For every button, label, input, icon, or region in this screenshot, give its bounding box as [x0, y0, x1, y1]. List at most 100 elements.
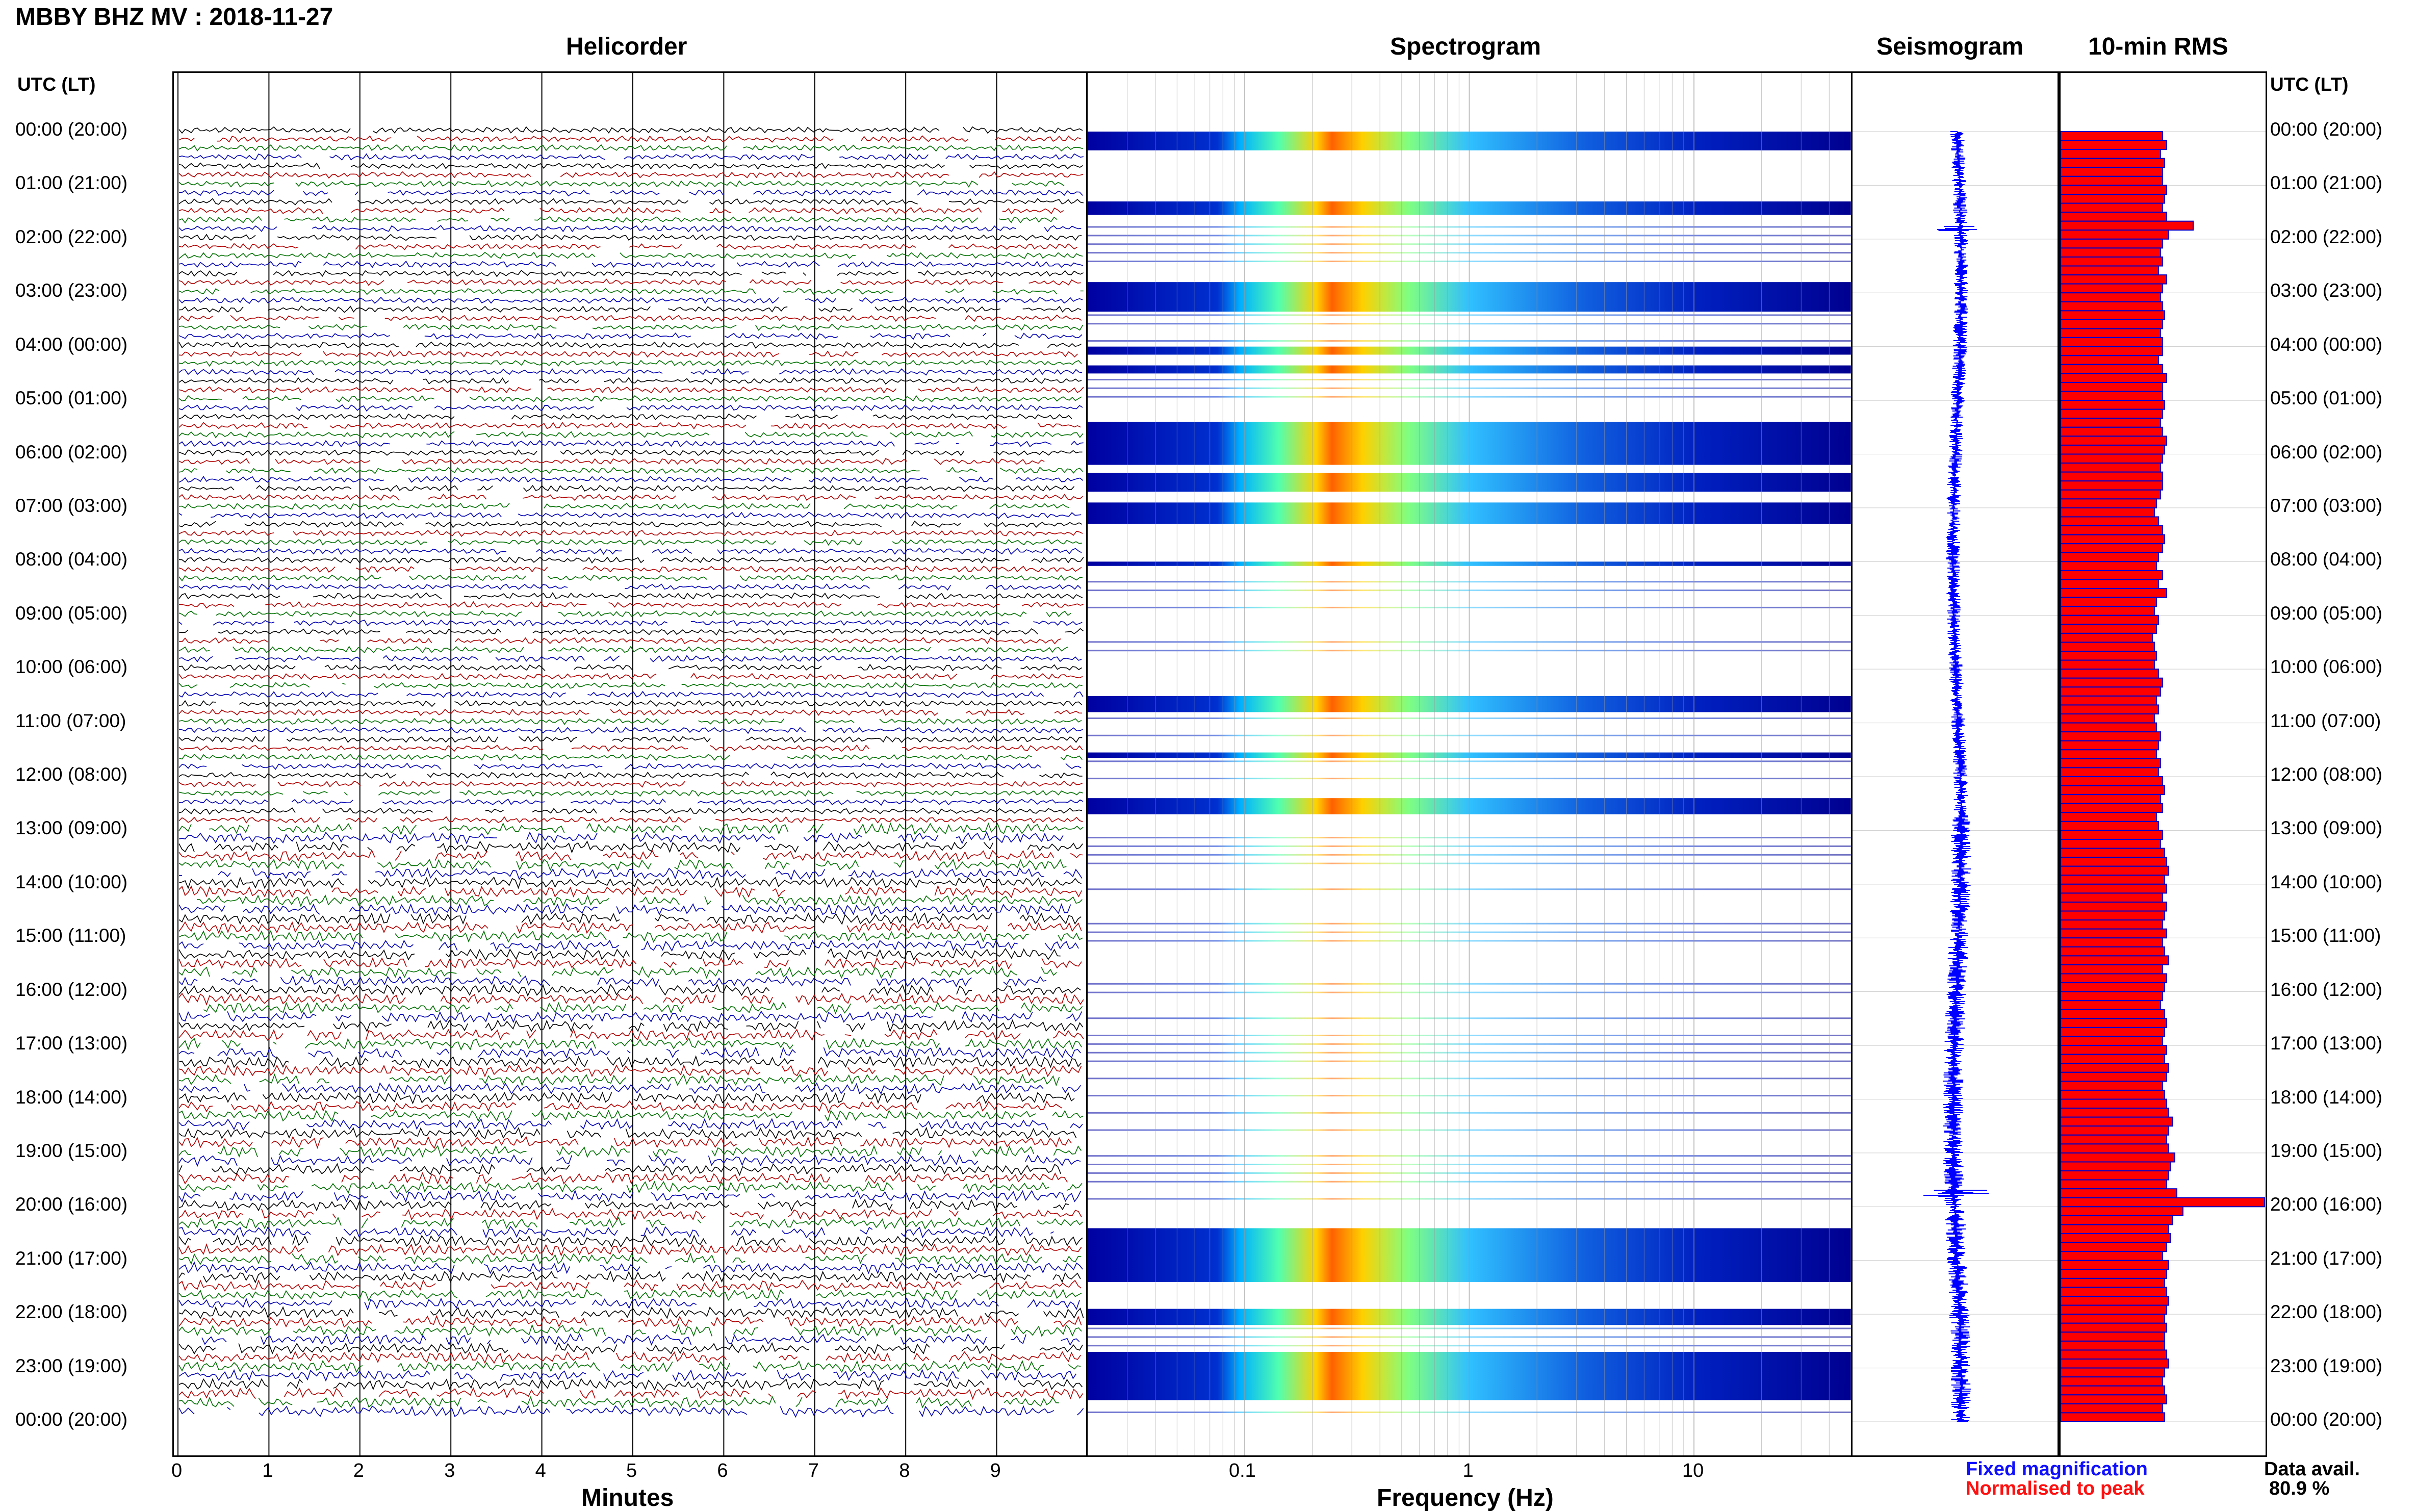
- helicorder-trace: [178, 1073, 1060, 1087]
- time-label-left: 05:00 (01:00): [15, 388, 128, 409]
- time-label-right: 07:00 (03:00): [2270, 495, 2383, 516]
- helicorder-trace: [178, 673, 1083, 680]
- helicorder-trace: [178, 601, 1084, 609]
- helicorder-trace: [178, 1297, 1080, 1311]
- time-label-right: 19:00 (15:00): [2270, 1140, 2383, 1161]
- minute-tick-label: 4: [535, 1460, 546, 1481]
- time-label-right: 16:00 (12:00): [2270, 979, 2383, 1000]
- helicorder-trace: [196, 894, 1083, 908]
- helicorder-trace: [178, 610, 1071, 618]
- rms-bar: [2061, 794, 2161, 804]
- minute-tick-label: 0: [171, 1460, 183, 1481]
- helicorder-trace: [178, 440, 1084, 448]
- helicorder-trace: [178, 359, 1082, 367]
- rms-bar: [2061, 1349, 2167, 1360]
- helicorder-trace: [178, 753, 1083, 761]
- helicorder-trace: [178, 1028, 1084, 1042]
- rms-bar: [2061, 364, 2163, 374]
- rms-bar: [2061, 588, 2167, 598]
- rms-bar: [2061, 471, 2163, 482]
- helicorder-trace: [178, 467, 1083, 474]
- rms-bar: [2061, 212, 2167, 222]
- helicorder-trace: [178, 822, 1084, 836]
- rms-bar: [2061, 1385, 2165, 1396]
- rms-bar: [2061, 444, 2165, 455]
- helicorder-trace: [178, 1252, 1082, 1266]
- rms-bar: [2061, 659, 2155, 670]
- helicorder-trace: [178, 798, 1084, 806]
- rms-bar: [2061, 731, 2161, 741]
- helicorder-trace: [178, 296, 1083, 304]
- rms-bar: [2061, 283, 2163, 294]
- rms-header: 10-min RMS: [2088, 33, 2228, 60]
- helicorder-trace: [178, 1064, 1082, 1078]
- helicorder-trace: [178, 207, 1064, 215]
- rms-bar: [2061, 875, 2165, 885]
- rms-bar: [2061, 1314, 2165, 1324]
- helicorder-trace: [178, 377, 1082, 385]
- helicorder-trace: [178, 270, 1084, 277]
- rms-bar: [2061, 964, 2163, 975]
- helicorder-trace: [178, 1270, 1081, 1284]
- time-label-left: 12:00 (08:00): [15, 764, 128, 785]
- helicorder-trace: [201, 1333, 1080, 1346]
- rms-bar: [2061, 1018, 2167, 1028]
- rms-bar: [2061, 534, 2165, 545]
- rms-bar: [2061, 632, 2153, 643]
- rms-bar: [2061, 1197, 2265, 1208]
- helicorder-trace: [178, 144, 1083, 152]
- helicorder-trace: [178, 1217, 1083, 1230]
- rms-bar: [2061, 355, 2159, 365]
- time-label-left: 04:00 (00:00): [15, 334, 128, 355]
- rms-bar: [2061, 1403, 2163, 1414]
- helicorder-trace: [178, 225, 1082, 233]
- rms-bar: [2061, 516, 2159, 527]
- time-label-right: 18:00 (14:00): [2270, 1086, 2383, 1108]
- rms-bar: [2061, 1161, 2171, 1172]
- helicorder-panel: [172, 71, 1090, 1457]
- helicorder-trace: [178, 198, 1084, 206]
- time-label-left: 19:00 (15:00): [15, 1140, 128, 1161]
- helicorder-trace: [178, 1234, 1083, 1248]
- rms-bar: [2061, 677, 2163, 688]
- time-label-left: 21:00 (17:00): [15, 1247, 128, 1269]
- rms-bar: [2061, 1296, 2169, 1306]
- legend-fixed: Fixed magnification: [1966, 1458, 2148, 1480]
- helicorder-trace: [178, 1387, 1084, 1400]
- minute-tick-label: 2: [353, 1460, 364, 1481]
- helicorder-trace: [178, 538, 1083, 546]
- rms-bar: [2061, 1394, 2167, 1404]
- helicorder-trace: [178, 771, 1083, 779]
- time-label-left: 00:00 (20:00): [15, 1409, 128, 1430]
- rms-bar: [2061, 991, 2163, 1002]
- rms-panel: [2059, 71, 2267, 1457]
- rms-bar: [2061, 149, 2161, 159]
- time-label-right: 10:00 (06:00): [2270, 656, 2383, 678]
- rms-bar: [2061, 543, 2163, 553]
- helicorder-trace: [178, 1261, 1083, 1275]
- time-label-left: 09:00 (05:00): [15, 602, 128, 624]
- rms-bar: [2061, 185, 2167, 195]
- seismogram-trace: [1923, 131, 1989, 1422]
- helicorder-trace: [178, 1136, 1072, 1149]
- helicorder-trace: [178, 745, 1083, 752]
- minute-tick-label: 1: [262, 1460, 273, 1481]
- helicorder-trace: [178, 278, 1081, 286]
- time-label-left: 20:00 (16:00): [15, 1194, 128, 1215]
- helicorder-trace: [178, 637, 1061, 645]
- rms-bar: [2061, 614, 2159, 625]
- helicorder-trace: [178, 840, 1083, 854]
- rms-bar: [2061, 418, 2161, 428]
- helicorder-trace: [178, 1342, 1083, 1355]
- rms-bar: [2061, 292, 2161, 302]
- helicorder-trace: [178, 520, 1083, 528]
- rms-plot: [2061, 131, 2266, 1423]
- time-label-left: 14:00 (10:00): [15, 871, 128, 892]
- time-label-left: 08:00 (04:00): [15, 549, 128, 570]
- rms-bar: [2061, 1206, 2183, 1216]
- helicorder-trace: [178, 386, 1084, 394]
- time-label-right: 04:00 (00:00): [2270, 334, 2383, 355]
- helicorder-trace: [178, 422, 1081, 430]
- rms-bar: [2061, 857, 2167, 867]
- frequency-tick-label: 1: [1462, 1460, 1474, 1481]
